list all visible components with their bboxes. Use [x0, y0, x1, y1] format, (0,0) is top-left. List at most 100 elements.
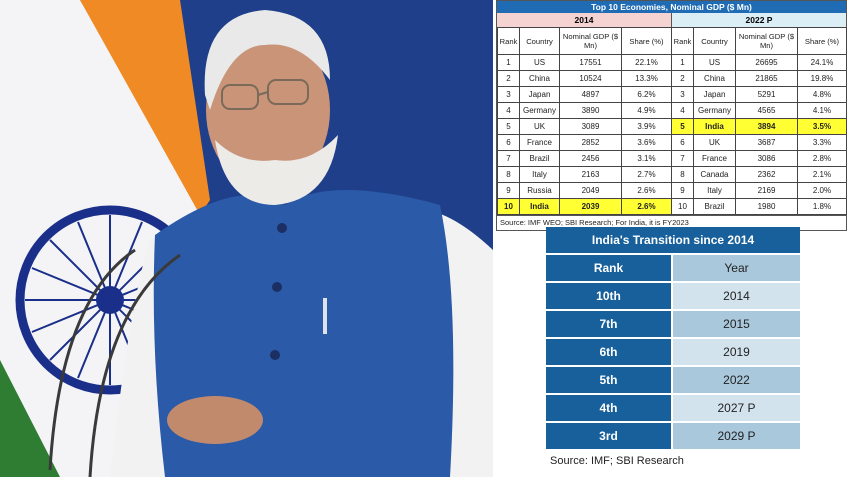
rank-cell: 4th: [546, 395, 671, 421]
year-header: Year: [673, 255, 800, 281]
transition-row: 5th 2022: [546, 367, 800, 393]
cell-2022: US: [693, 54, 736, 71]
col-header: Rank: [497, 27, 520, 55]
cell-2014: 5: [497, 118, 520, 135]
rank-cell: 10th: [546, 283, 671, 309]
table-row: 5 UK 3089 3.9% 5 India 3894 3.5%: [497, 118, 847, 135]
cell-2014: 2039: [559, 198, 622, 215]
cell-2022: 6: [671, 134, 694, 151]
cell-2022: 2169: [735, 182, 798, 199]
cell-2022: 5291: [735, 86, 798, 103]
cell-2022: 8: [671, 166, 694, 183]
cell-2014: UK: [519, 118, 560, 135]
cell-2022: Brazil: [693, 198, 736, 215]
cell-2022: 7: [671, 150, 694, 167]
transition-source-note: Source: IMF; SBI Research: [550, 455, 684, 467]
speaker-illustration: [0, 0, 493, 477]
cell-2014: India: [519, 198, 560, 215]
cell-2014: 2.7%: [621, 166, 672, 183]
cell-2022: 4: [671, 102, 694, 119]
col-header: Nominal GDP ($ Mn): [559, 27, 622, 55]
cell-2014: 4: [497, 102, 520, 119]
cell-2014: 2049: [559, 182, 622, 199]
rank-cell: 3rd: [546, 423, 671, 449]
cell-2014: 3.6%: [621, 134, 672, 151]
cell-2014: 3.9%: [621, 118, 672, 135]
cell-2014: 4.9%: [621, 102, 672, 119]
table-row: 7 Brazil 2456 3.1% 7 France 3086 2.8%: [497, 150, 847, 167]
year-2014-header: 2014: [497, 13, 672, 27]
cell-2014: Germany: [519, 102, 560, 119]
table-row: 10 India 2039 2.6% 10 Brazil 1980 1.8%: [497, 198, 847, 215]
speaker-photo: [0, 0, 493, 477]
cell-2014: 2.6%: [621, 198, 672, 215]
year-cell: 2029 P: [673, 423, 800, 449]
cell-2022: 1: [671, 54, 694, 71]
cell-2022: 19.8%: [797, 70, 847, 87]
cell-2022: 2: [671, 70, 694, 87]
year-cell: 2027 P: [673, 395, 800, 421]
cell-2022: 4565: [735, 102, 798, 119]
cell-2022: 4.8%: [797, 86, 847, 103]
gdp-comparison-table: Top 10 Economies, Nominal GDP ($ Mn) 201…: [496, 0, 847, 231]
year-2022-header: 2022 P: [672, 13, 846, 27]
cell-2022: 10: [671, 198, 694, 215]
cell-2022: 3894: [735, 118, 798, 135]
col-header: Country: [693, 27, 736, 55]
cell-2014: 13.3%: [621, 70, 672, 87]
cell-2014: 2456: [559, 150, 622, 167]
cell-2014: Russia: [519, 182, 560, 199]
cell-2022: 24.1%: [797, 54, 847, 71]
table-row: 6 France 2852 3.6% 6 UK 3687 3.3%: [497, 134, 847, 151]
cell-2022: India: [693, 118, 736, 135]
transition-rows: 10th 2014 7th 2015 6th 2019 5th 2022 4th 2027 P 3r…: [546, 283, 800, 449]
table-row: 1 US 17551 22.1% 1 US 26695 24.1%: [497, 54, 847, 71]
cell-2014: 8: [497, 166, 520, 183]
cell-2014: 2: [497, 70, 520, 87]
year-cell: 2022: [673, 367, 800, 393]
transition-header-row: Rank Year: [546, 255, 800, 281]
col-header: Share (%): [621, 27, 672, 55]
cell-2022: 1.8%: [797, 198, 847, 215]
cell-2014: 2.6%: [621, 182, 672, 199]
cell-2022: 3086: [735, 150, 798, 167]
cell-2022: 2.1%: [797, 166, 847, 183]
cell-2014: 3890: [559, 102, 622, 119]
cell-2014: 9: [497, 182, 520, 199]
cell-2022: 5: [671, 118, 694, 135]
transition-title: India's Transition since 2014: [546, 227, 800, 253]
cell-2022: Japan: [693, 86, 736, 103]
cell-2022: France: [693, 150, 736, 167]
transition-row: 7th 2015: [546, 311, 800, 337]
year-cell: 2014: [673, 283, 800, 309]
col-header: Rank: [671, 27, 694, 55]
cell-2014: 2852: [559, 134, 622, 151]
rank-cell: 5th: [546, 367, 671, 393]
cell-2022: 3.5%: [797, 118, 847, 135]
gdp-data-table: Rank Country Nominal GDP ($ Mn) Share (%…: [497, 27, 847, 215]
table-row: 9 Russia 2049 2.6% 9 Italy 2169 2.0%: [497, 182, 847, 199]
infographic-panel: Top 10 Economies, Nominal GDP ($ Mn) 201…: [493, 0, 848, 477]
cell-2014: 10524: [559, 70, 622, 87]
cell-2022: 2362: [735, 166, 798, 183]
column-header-row: Rank Country Nominal GDP ($ Mn) Share (%…: [497, 27, 847, 55]
cell-2022: China: [693, 70, 736, 87]
transition-row: 3rd 2029 P: [546, 423, 800, 449]
cell-2022: 1980: [735, 198, 798, 215]
table-row: 4 Germany 3890 4.9% 4 Germany 4565 4.1%: [497, 102, 847, 119]
col-header: Nominal GDP ($ Mn): [735, 27, 798, 55]
cell-2014: 2163: [559, 166, 622, 183]
cell-2014: 4897: [559, 86, 622, 103]
cell-2022: 26695: [735, 54, 798, 71]
table-row: 8 Italy 2163 2.7% 8 Canada 2362 2.1%: [497, 166, 847, 183]
gdp-table-title: Top 10 Economies, Nominal GDP ($ Mn): [497, 1, 846, 13]
rank-cell: 6th: [546, 339, 671, 365]
cell-2014: US: [519, 54, 560, 71]
rank-cell: 7th: [546, 311, 671, 337]
cell-2014: 10: [497, 198, 520, 215]
cell-2014: 7: [497, 150, 520, 167]
cell-2022: 4.1%: [797, 102, 847, 119]
gdp-table-body: 1 US 17551 22.1% 1 US 26695 24.1% 2 China 10524 13.…: [497, 54, 847, 215]
cell-2022: 2.0%: [797, 182, 847, 199]
cell-2014: 3089: [559, 118, 622, 135]
